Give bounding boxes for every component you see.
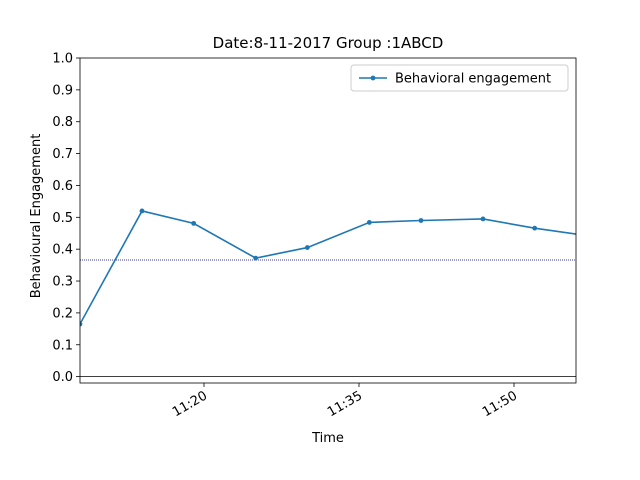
y-tick-label: 0.8 [52, 115, 73, 130]
y-tick-label: 0.9 [52, 83, 73, 98]
x-tick-label: 11:20 [170, 388, 210, 420]
legend-label: Behavioral engagement [395, 72, 551, 87]
data-point [304, 245, 310, 250]
data-point [80, 321, 83, 327]
data-point [139, 208, 145, 214]
data-point [594, 235, 599, 240]
y-tick-label: 0.5 [52, 211, 73, 226]
x-tick-label: 11:35 [325, 388, 365, 420]
data-point [191, 220, 197, 226]
y-tick-label: 0.3 [52, 275, 73, 290]
y-tick-label: 0.2 [52, 306, 73, 321]
y-tick-label: 0.7 [52, 147, 73, 162]
plot-area: 0.0 0.1 0.2 0.3 0.4 0.5 0.6 0.7 0.8 0.9 1.0 11:20 11… [52, 52, 599, 420]
data-point [418, 218, 424, 223]
y-tick-label: 0.0 [52, 370, 73, 385]
x-axis-label: Time [311, 431, 344, 446]
legend-box [350, 64, 569, 92]
plot-frame [79, 57, 577, 384]
y-tick-label: 1.0 [52, 52, 73, 67]
data-point [253, 255, 259, 261]
legend: Behavioral engagement [350, 64, 569, 92]
data-point [480, 216, 486, 222]
x-tick-label: 11:50 [480, 388, 520, 420]
data-point [532, 225, 538, 231]
y-tick-label: 0.6 [52, 179, 73, 194]
y-tick-label: 0.4 [52, 243, 73, 258]
data-point [366, 220, 372, 225]
chart-title: Date:8-11-2017 Group :1ABCD [213, 34, 444, 52]
y-tick-label: 0.1 [52, 338, 73, 353]
legend-marker [370, 75, 376, 81]
y-axis-label: Behavioural Engagement [29, 134, 44, 299]
series-line [80, 210, 576, 325]
